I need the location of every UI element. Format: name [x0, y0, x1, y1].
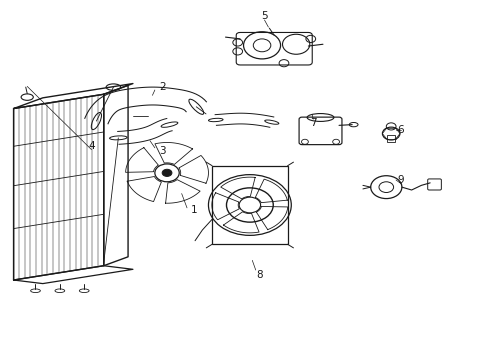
- Text: 8: 8: [256, 270, 263, 280]
- Bar: [212, 166, 288, 244]
- Text: 9: 9: [397, 175, 404, 185]
- Text: 2: 2: [159, 82, 166, 92]
- Text: 4: 4: [88, 141, 95, 151]
- Bar: [387, 135, 395, 142]
- Text: 3: 3: [159, 147, 166, 157]
- Text: 1: 1: [191, 205, 197, 215]
- Circle shape: [162, 169, 172, 176]
- Text: 7: 7: [310, 118, 317, 128]
- Text: 5: 5: [261, 11, 268, 21]
- Text: 6: 6: [397, 125, 404, 135]
